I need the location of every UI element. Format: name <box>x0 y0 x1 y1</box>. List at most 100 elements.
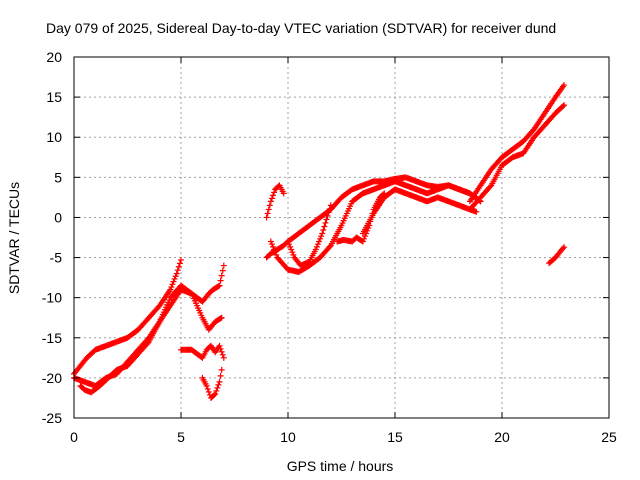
data-point <box>317 235 324 242</box>
data-point <box>216 378 223 385</box>
data-point <box>268 241 275 248</box>
data-point <box>318 233 325 240</box>
y-tick-label: 20 <box>46 49 62 65</box>
data-point <box>212 390 219 397</box>
data-series <box>466 102 568 213</box>
data-point <box>176 260 183 267</box>
data-point <box>360 235 367 242</box>
y-tick-label: -15 <box>42 330 62 346</box>
data-point <box>218 366 225 373</box>
data-point <box>273 251 280 258</box>
data-point <box>219 351 226 358</box>
data-point <box>263 214 270 221</box>
y-tick-label: 15 <box>46 89 62 105</box>
data-series <box>267 178 484 275</box>
data-series <box>178 342 227 361</box>
data-point <box>203 382 210 389</box>
y-tick-label: -10 <box>42 290 62 306</box>
data-point <box>216 342 223 349</box>
y-tick-label: 0 <box>54 209 62 225</box>
grid <box>74 57 609 418</box>
data-point <box>324 212 331 219</box>
data-point <box>219 267 226 274</box>
data-point <box>167 286 174 293</box>
data-point <box>264 210 271 217</box>
plot-frame <box>73 56 610 419</box>
data-point <box>267 198 274 205</box>
data-point <box>325 209 332 216</box>
data-point <box>287 243 294 250</box>
data-point <box>267 238 274 245</box>
data-point <box>487 183 494 190</box>
data-point <box>213 387 220 394</box>
data-point <box>280 190 287 197</box>
data-point <box>288 246 295 253</box>
data-marks <box>71 82 568 401</box>
data-series <box>359 186 480 237</box>
data-point <box>178 256 184 263</box>
x-tick-label: 10 <box>280 429 296 445</box>
data-point <box>173 270 180 277</box>
y-axis-ticks: -25 -20 -15 -10 -5 0 5 10 15 20 <box>42 49 609 426</box>
y-axis-label: SDTVAR / TECUs <box>6 182 22 294</box>
x-axis-ticks: 0 5 10 15 20 25 <box>70 57 617 445</box>
data-point <box>289 249 296 256</box>
data-point <box>217 345 224 352</box>
data-point <box>320 226 327 233</box>
data-series <box>466 82 568 205</box>
data-series <box>199 366 225 401</box>
data-point <box>312 246 319 253</box>
data-point <box>220 354 227 361</box>
data-point <box>205 388 212 395</box>
data-point <box>175 263 182 270</box>
data-point <box>561 102 568 109</box>
x-tick-label: 20 <box>494 429 510 445</box>
data-point <box>218 348 225 355</box>
data-point <box>359 238 366 245</box>
data-point <box>170 278 177 285</box>
data-point <box>290 251 297 258</box>
data-point <box>144 339 151 346</box>
data-point <box>271 246 278 253</box>
data-point <box>473 208 480 215</box>
data-series <box>71 256 184 377</box>
data-point <box>561 82 568 89</box>
data-point <box>270 192 277 199</box>
data-point <box>172 273 179 280</box>
x-tick-label: 15 <box>387 429 403 445</box>
data-series <box>263 182 287 221</box>
data-point <box>220 262 227 269</box>
data-point <box>559 103 566 110</box>
data-point <box>215 381 222 388</box>
data-series <box>546 244 568 267</box>
y-tick-label: 5 <box>54 169 62 185</box>
x-axis-label: GPS time / hours <box>287 458 394 474</box>
data-point <box>326 243 333 250</box>
y-tick-label: 10 <box>46 129 62 145</box>
data-point <box>204 385 211 392</box>
data-point <box>214 384 221 391</box>
data-point <box>217 315 224 322</box>
data-point <box>323 216 330 223</box>
y-tick-label: -25 <box>42 410 62 426</box>
data-point <box>316 238 323 245</box>
data-point <box>326 205 333 212</box>
data-series <box>77 282 225 396</box>
data-point <box>217 372 224 379</box>
data-point <box>327 202 334 209</box>
data-point <box>271 189 278 196</box>
data-point <box>286 241 293 248</box>
chart-title: Day 079 of 2025, Sidereal Day-to-day VTE… <box>46 20 556 36</box>
data-point <box>313 243 320 250</box>
x-tick-label: 5 <box>177 429 185 445</box>
data-point <box>187 289 194 296</box>
data-point <box>169 281 176 288</box>
data-point <box>268 195 275 202</box>
data-point <box>561 244 568 251</box>
data-series <box>71 262 227 389</box>
data-point <box>215 283 222 290</box>
x-tick-label: 25 <box>601 429 617 445</box>
data-series <box>285 202 334 269</box>
data-point <box>171 275 178 282</box>
